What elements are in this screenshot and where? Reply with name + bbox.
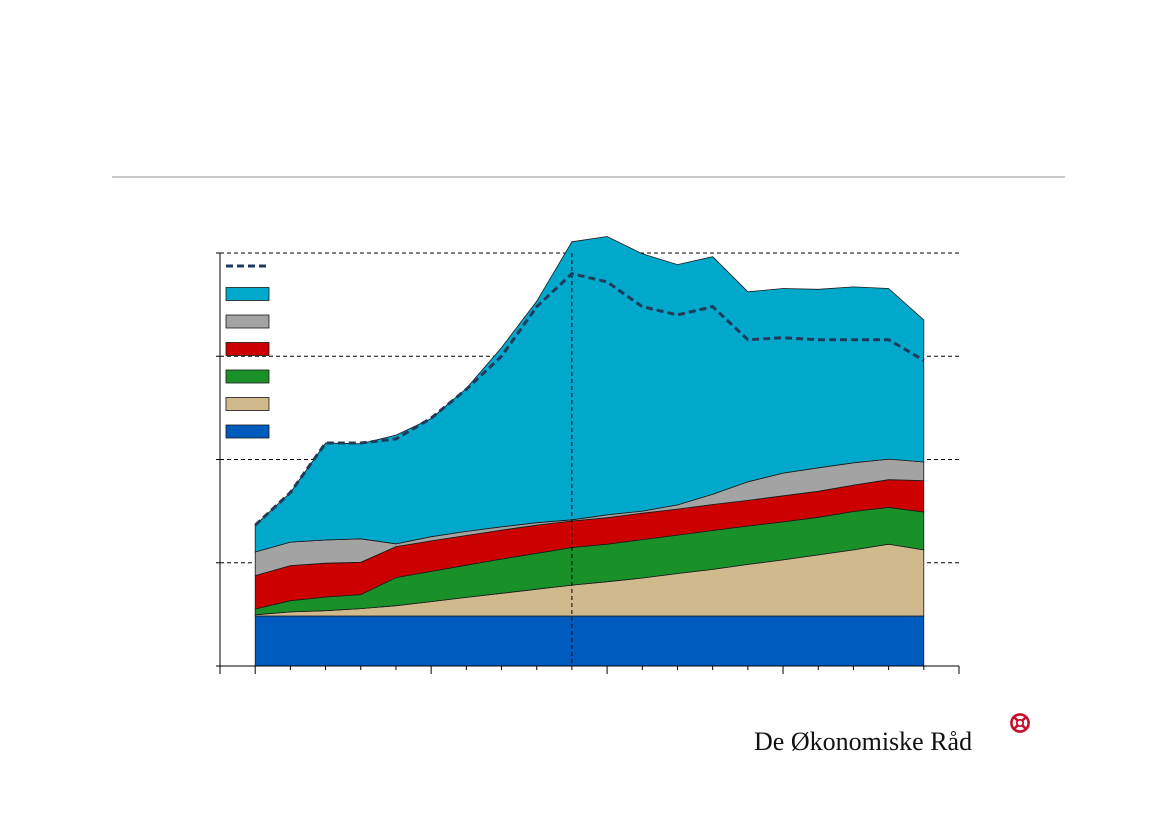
- emblem-core: [1015, 718, 1025, 728]
- emblem-spoke: [1021, 724, 1028, 731]
- brand-emblem-icon: [1010, 713, 1030, 733]
- brand-name: De Økonomiske Råd: [754, 727, 973, 756]
- legend-swatch-6: [225, 424, 270, 439]
- title-divider: [112, 176, 1065, 178]
- total-line: [254, 253, 925, 666]
- stacked-areas: [254, 236, 925, 667]
- legend-swatch-2: [225, 314, 270, 329]
- emblem-spoke: [1021, 715, 1028, 722]
- total-line-path: [254, 272, 925, 527]
- area-series-1: [254, 615, 925, 667]
- emblem-spoke: [1012, 724, 1019, 731]
- legend-swatch-4: [225, 369, 270, 384]
- axes: [216, 252, 960, 674]
- area-series-6: [254, 236, 925, 553]
- emblem-ring: [1010, 713, 1030, 733]
- legend-swatch-1: [225, 287, 270, 301]
- legend-swatch-3: [225, 342, 270, 356]
- legend-swatch-5: [225, 397, 270, 411]
- emblem-spoke: [1012, 715, 1019, 722]
- legend: [225, 264, 270, 439]
- emblem-spokes: [1012, 715, 1028, 731]
